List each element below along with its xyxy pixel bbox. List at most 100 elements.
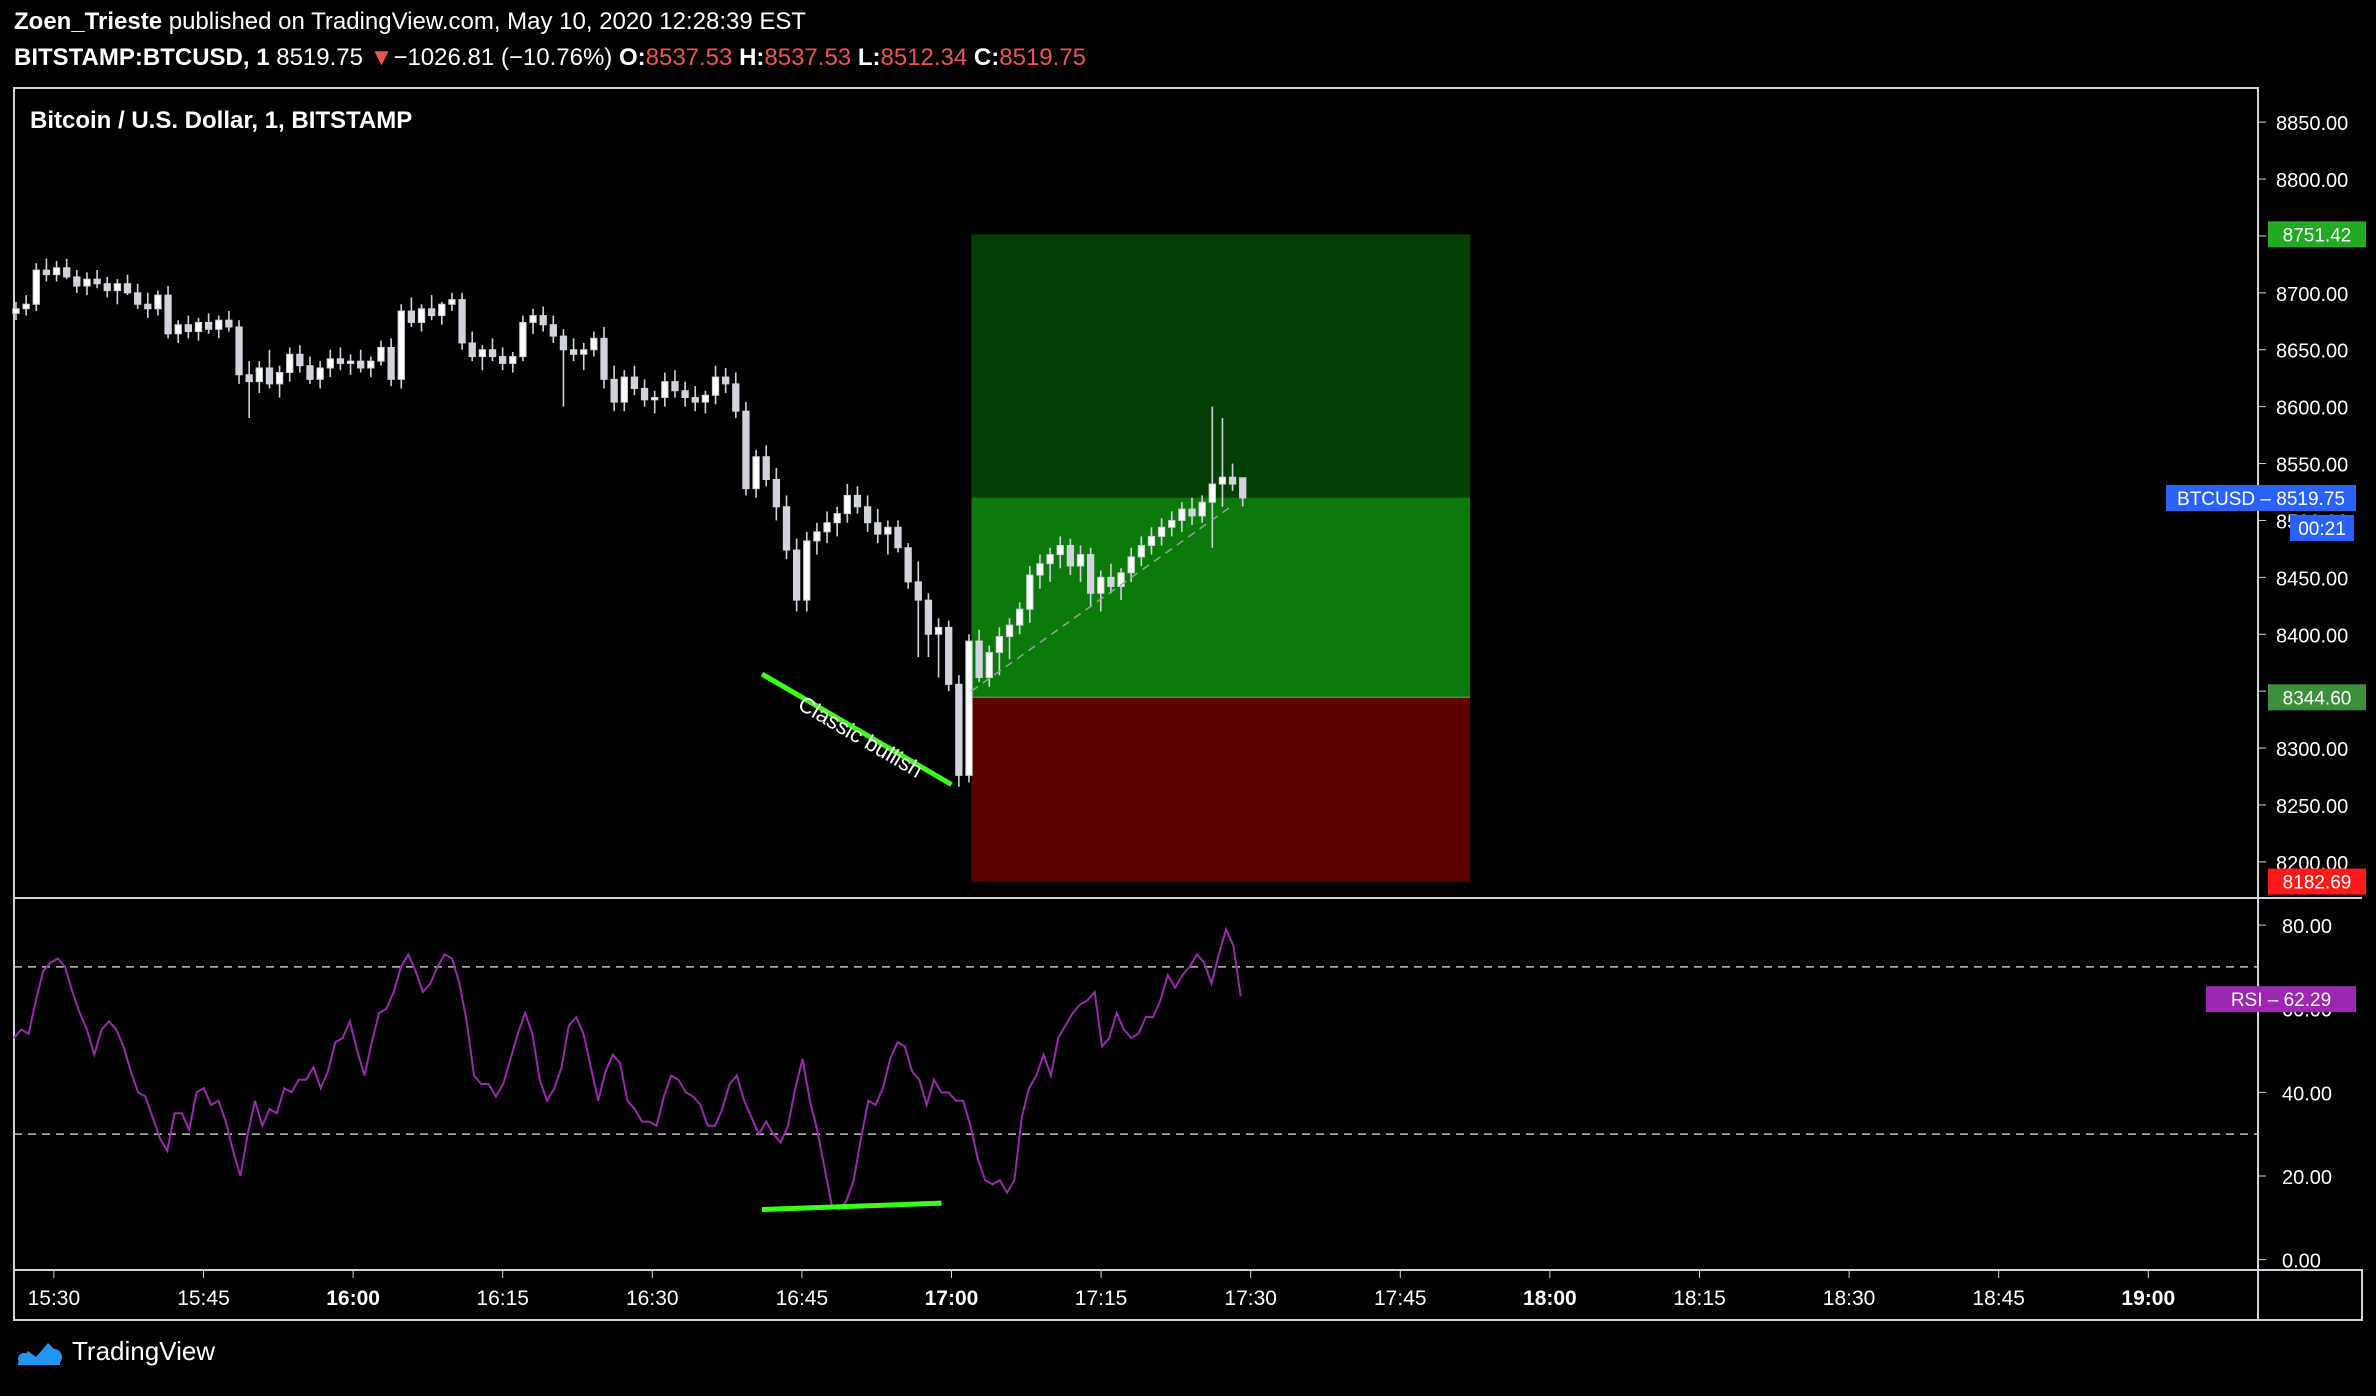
candle xyxy=(215,319,223,330)
stop-price-tag-bg xyxy=(2268,868,2366,895)
divergence-line-price xyxy=(760,671,953,787)
price-axis-label: 8450.00 xyxy=(2276,568,2348,590)
candle xyxy=(1157,526,1166,537)
footer-brand[interactable]: TradingView xyxy=(14,1336,215,1367)
candle xyxy=(1026,574,1034,610)
candle xyxy=(1086,554,1095,594)
candle xyxy=(1056,544,1064,556)
entry-price-tag: 8344.60 xyxy=(2283,688,2352,709)
candle xyxy=(651,397,659,401)
candle xyxy=(965,640,973,776)
candle xyxy=(316,367,324,380)
price-change: −1026.81 (−10.76%) xyxy=(393,44,613,71)
time-axis-label: 15:45 xyxy=(177,1287,230,1310)
candle xyxy=(681,390,689,399)
candle xyxy=(762,456,770,480)
tradingview-logo-icon xyxy=(18,1342,62,1365)
price-axis-label: 8300.00 xyxy=(2276,739,2348,761)
candle xyxy=(671,381,679,392)
candle xyxy=(103,283,111,292)
current-price-tag-bg xyxy=(2166,484,2356,511)
price-axis-label: 8550.00 xyxy=(2276,455,2348,477)
candle xyxy=(1046,554,1054,565)
candle xyxy=(1218,476,1227,485)
entry-price-tag-bg xyxy=(2268,684,2366,711)
candle xyxy=(549,324,557,337)
candle xyxy=(1208,483,1216,503)
author-name[interactable]: Zoen_Trieste xyxy=(14,8,163,35)
candle xyxy=(813,531,821,542)
close-label: C: xyxy=(973,44,1000,71)
candle xyxy=(498,356,507,364)
current-price-tag: BTCUSD – 8519.75 xyxy=(2177,489,2345,510)
candle xyxy=(559,335,568,351)
rsi-axis-label: 40.00 xyxy=(2282,1083,2332,1105)
candle xyxy=(894,526,902,549)
candle xyxy=(174,324,182,335)
candle xyxy=(123,283,132,294)
candle xyxy=(1178,508,1186,521)
candle xyxy=(1016,608,1024,626)
profit-zone-lower xyxy=(971,497,1471,698)
low-label: L: xyxy=(857,44,881,71)
price-axis-label: 8850.00 xyxy=(2276,113,2348,135)
candle xyxy=(975,640,983,678)
rsi-line xyxy=(13,926,1242,1211)
candle xyxy=(296,353,304,367)
candle xyxy=(620,376,628,403)
candle xyxy=(204,321,213,330)
brand-name: TradingView xyxy=(72,1336,216,1366)
candle xyxy=(367,360,375,369)
target-price-tag: 8751.42 xyxy=(2283,225,2352,246)
candle xyxy=(357,360,365,369)
rsi-value-tag: RSI – 62.29 xyxy=(2231,990,2331,1011)
divergence-line-rsi xyxy=(761,1200,942,1212)
low-value: 8512.34 xyxy=(880,44,968,71)
candle xyxy=(488,349,497,358)
close-value: 8519.75 xyxy=(999,44,1087,71)
target-price-tag-bg xyxy=(2268,221,2366,248)
candle xyxy=(1188,508,1196,517)
loss-zone xyxy=(971,697,1471,882)
candle xyxy=(691,397,699,403)
candle xyxy=(823,522,831,533)
candle xyxy=(417,308,426,323)
candle xyxy=(326,358,334,369)
candle xyxy=(995,636,1004,653)
candle xyxy=(134,292,142,305)
time-axis-label: 17:30 xyxy=(1224,1287,1277,1310)
time-axis-label: 19:00 xyxy=(2121,1287,2175,1310)
candle xyxy=(32,269,40,305)
candle xyxy=(12,308,20,314)
candle xyxy=(772,478,781,508)
candle xyxy=(1066,544,1075,567)
candle xyxy=(519,321,527,358)
candle xyxy=(853,494,862,508)
price-axis-label: 8800.00 xyxy=(2276,170,2348,192)
trend-dashed-line xyxy=(971,506,1232,692)
candle xyxy=(803,540,811,601)
candle xyxy=(52,267,61,276)
time-axis-label: 17:45 xyxy=(1374,1287,1427,1310)
candle xyxy=(245,374,253,383)
candle xyxy=(833,513,841,524)
candle xyxy=(934,626,943,635)
price-axis-label: 8600.00 xyxy=(2276,398,2348,420)
time-axis-label: 18:30 xyxy=(1823,1287,1876,1310)
candle xyxy=(346,360,355,364)
price-axis-label: 8650.00 xyxy=(2276,341,2348,363)
candle xyxy=(235,326,243,376)
candle xyxy=(397,310,405,380)
candle xyxy=(478,349,486,358)
candle xyxy=(225,319,233,328)
candle xyxy=(1036,563,1044,576)
candle xyxy=(22,303,30,310)
candle xyxy=(1239,477,1247,499)
candle xyxy=(914,581,922,601)
candle xyxy=(782,506,791,551)
candle xyxy=(874,522,882,535)
time-axis-label: 18:00 xyxy=(1523,1287,1577,1310)
rsi-axis-label: 0.00 xyxy=(2282,1251,2321,1273)
candle xyxy=(83,278,91,287)
